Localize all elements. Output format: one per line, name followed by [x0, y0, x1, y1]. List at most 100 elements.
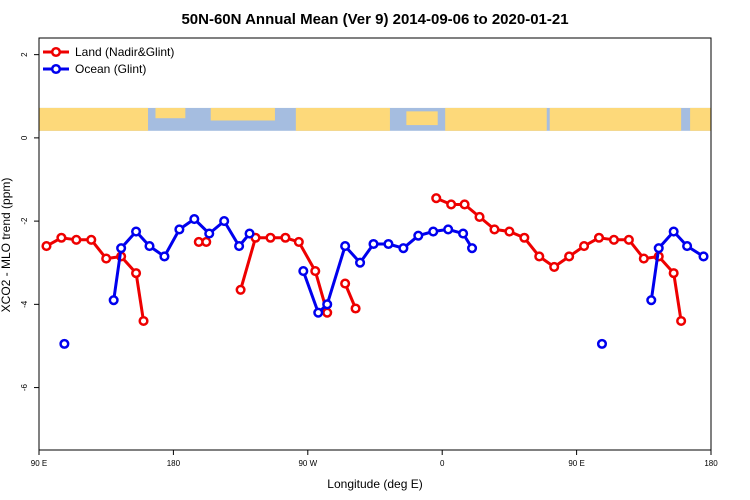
data-point [340, 241, 351, 252]
data-point [174, 224, 185, 235]
data-point [646, 295, 657, 306]
data-point [467, 243, 478, 254]
data-point [623, 234, 634, 245]
data-point [638, 253, 649, 264]
map-land-region [406, 111, 438, 126]
data-point [71, 234, 82, 245]
y-tick-label: -6 [20, 383, 29, 391]
map-land-region [155, 107, 186, 119]
map-land-region [445, 107, 547, 131]
legend-marker-ocean [50, 63, 62, 75]
map-land-region [210, 107, 275, 121]
data-point [131, 268, 142, 279]
series-line [45, 236, 145, 322]
data-point [293, 236, 304, 247]
data-point [608, 234, 619, 245]
map-land [39, 107, 711, 131]
x-tick-label: 90 W [298, 459, 317, 468]
data-point [593, 232, 605, 243]
data-point [668, 226, 679, 237]
data-point [244, 228, 255, 239]
data-point [446, 199, 457, 210]
data-point [265, 232, 276, 243]
data-point [564, 251, 575, 262]
data-point [322, 307, 333, 318]
data-point [298, 266, 309, 277]
data-point [355, 257, 366, 268]
data-point [596, 338, 608, 349]
data-point [280, 232, 291, 243]
data-point [322, 299, 333, 310]
x-tick-label: 180 [704, 459, 718, 468]
data-point [431, 193, 442, 204]
x-tick-label: 90 E [568, 459, 584, 468]
data-point [383, 238, 394, 250]
data-point [458, 228, 469, 239]
series-layer [41, 193, 709, 349]
data-point [413, 230, 424, 241]
data-point [41, 241, 52, 252]
data-point [131, 226, 142, 237]
y-axis: 2 0 -2 -4 -6 [20, 52, 39, 391]
data-point [653, 243, 664, 254]
data-point [579, 241, 590, 252]
y-tick-label: 2 [20, 52, 29, 57]
data-point [235, 284, 246, 295]
x-axis: 90 E 180 90 W 0 90 E 180 [31, 450, 718, 468]
map-land-region [39, 107, 149, 131]
data-point [668, 268, 679, 279]
map-land-region [549, 107, 682, 131]
chart-title: 50N-60N Annual Mean (Ver 9) 2014-09-06 t… [181, 11, 568, 28]
data-point [101, 253, 112, 264]
data-point [310, 266, 321, 277]
legend-label-land: Land (Nadir&Glint) [75, 45, 174, 59]
data-point [313, 307, 324, 318]
world-map-strip [39, 107, 711, 131]
x-tick-label: 0 [440, 459, 445, 468]
legend-marker-land [50, 46, 62, 58]
data-point [116, 243, 127, 254]
data-point [698, 251, 709, 262]
y-axis-label: XCO2 - MLO trend (ppm) [0, 178, 13, 313]
data-point [138, 315, 149, 327]
data-point [676, 315, 687, 327]
data-point [56, 232, 67, 243]
data-point [144, 241, 155, 252]
legend: Land (Nadir&Glint) Ocean (Glint) [43, 45, 174, 76]
data-point [489, 224, 500, 235]
series-ocean [59, 213, 709, 349]
data-point [459, 199, 470, 210]
data-point [189, 213, 200, 225]
data-point [504, 226, 515, 237]
legend-label-ocean: Ocean (Glint) [75, 62, 146, 76]
x-axis-label: Longitude (deg E) [327, 477, 422, 491]
y-tick-label: 0 [20, 135, 29, 140]
plot-frame [38, 37, 712, 451]
map-land-region [295, 107, 390, 131]
data-point [368, 238, 379, 250]
data-point [159, 251, 170, 262]
y-tick-label: -2 [20, 217, 29, 225]
x-tick-label: 90 E [31, 459, 47, 468]
data-point [86, 234, 97, 245]
data-point [474, 211, 485, 222]
data-point [201, 236, 212, 247]
map-land-region [690, 107, 711, 131]
data-point [398, 243, 409, 254]
data-point [519, 232, 530, 243]
data-point [340, 278, 351, 289]
data-point [428, 226, 439, 237]
data-point [549, 261, 560, 272]
data-point [234, 241, 245, 252]
data-point [108, 295, 119, 306]
data-point [204, 228, 215, 239]
data-point [59, 338, 70, 349]
data-point [350, 303, 361, 314]
data-point [443, 224, 454, 235]
data-point [682, 241, 693, 252]
y-tick-label: -4 [20, 300, 29, 308]
data-point [219, 216, 230, 227]
data-point [534, 251, 545, 262]
x-tick-label: 180 [167, 459, 181, 468]
